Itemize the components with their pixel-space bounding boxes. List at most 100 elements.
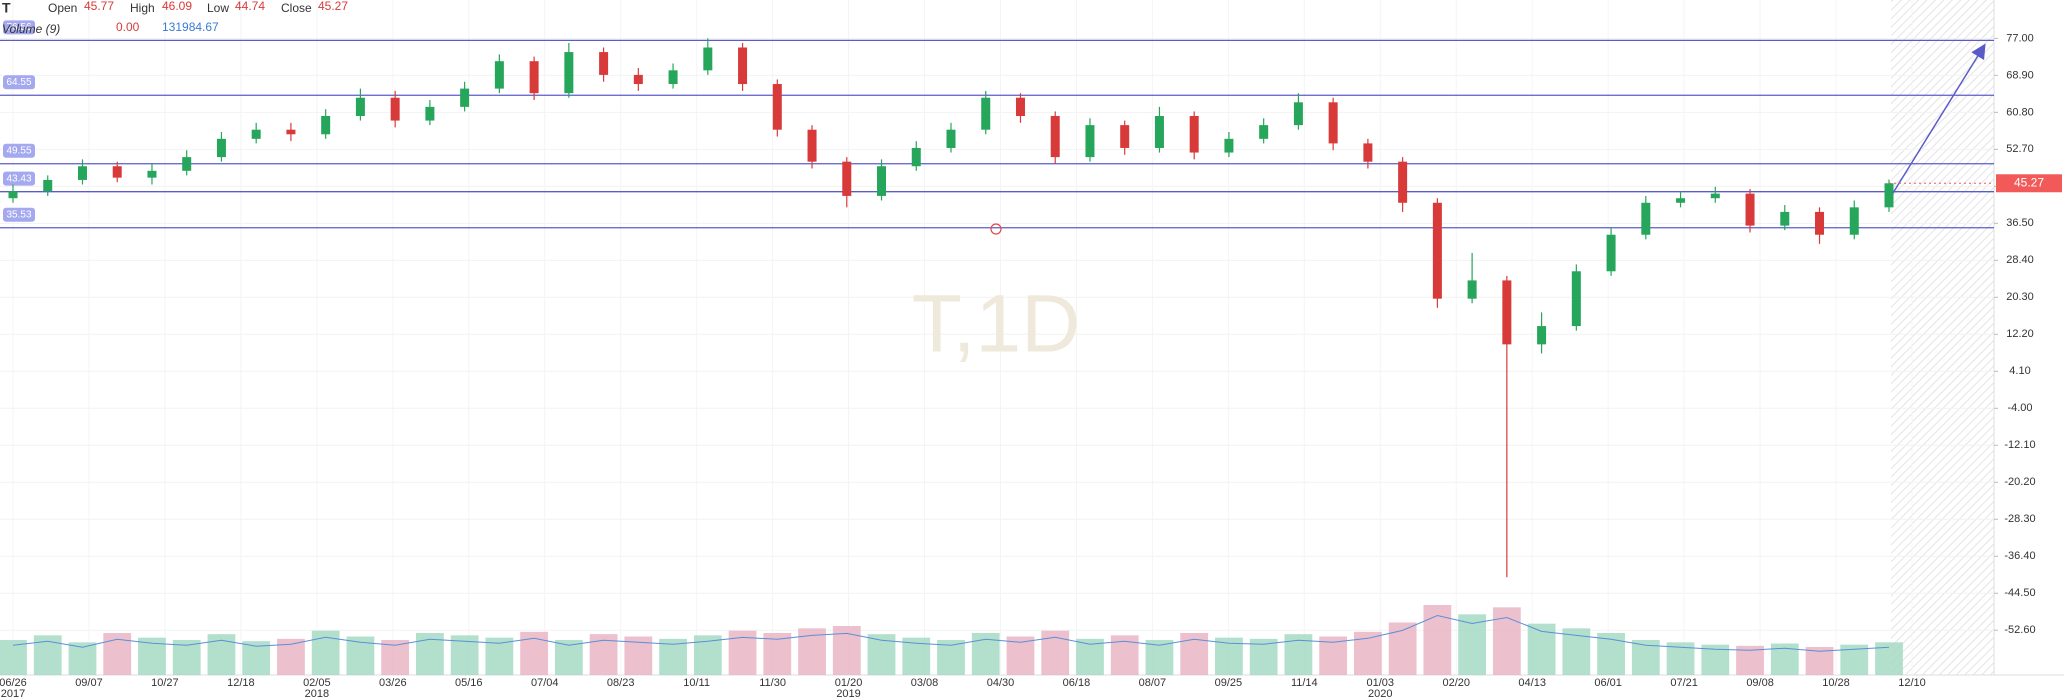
candle-body [981, 97, 991, 130]
x-tick-label: 09/08 [1746, 677, 1774, 689]
y-tick-label: 28.40 [2006, 254, 2034, 266]
volume-bar [1076, 638, 1104, 675]
y-tick-label: -20.20 [2004, 476, 2035, 488]
candle-body [1884, 183, 1894, 208]
candle-body [1606, 234, 1616, 272]
volume-label: Volume (9) [2, 22, 60, 36]
volume-bar [1458, 614, 1487, 675]
x-tick-label: 02/20 [1442, 677, 1470, 689]
x-tick-label: 10/27 [151, 677, 179, 689]
low-value: 44.74 [235, 0, 265, 13]
level-label: 64.55 [6, 77, 31, 88]
y-tick-label: -12.10 [2004, 439, 2035, 451]
symbol: T [2, 0, 11, 16]
candles [8, 38, 1894, 578]
x-tick-label: 09/07 [75, 677, 103, 689]
candle-body [216, 138, 226, 158]
low-label: Low [207, 1, 229, 15]
candle-body [633, 74, 643, 85]
candle-body [494, 61, 504, 89]
volume-bar [172, 640, 201, 675]
close-value: 45.27 [318, 0, 348, 13]
x-year-label: 2019 [836, 688, 860, 700]
candle-body [529, 61, 539, 94]
candle-body [1710, 193, 1720, 199]
x-tick-label: 04/30 [987, 677, 1015, 689]
candle-body [772, 84, 782, 130]
volume-ma: 131984.67 [162, 20, 219, 34]
x-year-label: 2020 [1368, 688, 1392, 700]
candle-body [1641, 202, 1651, 235]
candle-body [1120, 125, 1130, 148]
candle-body [1328, 102, 1338, 144]
levels: 76.56 64.55 49.55 43.43 35.53 [0, 20, 1994, 229]
x-tick-label: 03/08 [911, 677, 939, 689]
volume-pane [0, 605, 1903, 675]
x-tick-label: 06/18 [1063, 677, 1091, 689]
candle-body [1224, 138, 1234, 153]
candle-body [1363, 143, 1373, 162]
candle-body [425, 106, 435, 121]
candle-body [182, 157, 192, 171]
x-tick-label: 10/28 [1822, 677, 1850, 689]
y-tick-label: 20.30 [2006, 291, 2034, 303]
level-label: 49.55 [6, 145, 31, 156]
x-tick-label: 08/07 [1139, 677, 1167, 689]
candle-body [703, 47, 713, 71]
candle-body [946, 129, 956, 148]
candle-body [1259, 125, 1269, 139]
candle-body [147, 170, 157, 178]
candle-body [842, 161, 852, 196]
candle-body [668, 70, 678, 85]
watermark: T,1D [912, 279, 1081, 370]
trend-arrow [1892, 43, 1986, 194]
volume-bar [242, 641, 271, 675]
volume-bar [68, 642, 97, 675]
volume-ma-line [12, 614, 1890, 652]
candle-body [1085, 125, 1095, 158]
candle-body [355, 97, 365, 117]
candle-body [251, 129, 261, 139]
candle-body [1398, 161, 1408, 203]
level-label: 43.43 [6, 173, 31, 184]
level-label-box [3, 20, 35, 35]
volume-bar [554, 640, 583, 675]
candle-body [1780, 211, 1790, 226]
candle-body [1815, 211, 1825, 235]
y-tick-label: 68.90 [2006, 69, 2034, 81]
close-label: Close [281, 1, 312, 15]
candle-body [8, 191, 18, 199]
candle-body [1502, 280, 1512, 345]
x-tick-label: 02/05 [303, 677, 331, 689]
candle-body [1745, 193, 1755, 226]
volume-bar [381, 640, 410, 675]
grid [0, 0, 1994, 675]
candle-body [1537, 326, 1547, 345]
y-tick-label: -28.30 [2004, 513, 2035, 525]
candle-body [911, 147, 921, 167]
volume-bar [520, 631, 549, 675]
future-area [1891, 0, 1994, 675]
x-tick-label: 08/23 [607, 677, 635, 689]
y-tick-label: -36.40 [2004, 550, 2035, 562]
x-tick-label: 03/26 [379, 677, 407, 689]
y-tick-label: 36.50 [2006, 217, 2034, 229]
y-tick-label: 60.80 [2006, 106, 2034, 118]
volume-bar [311, 630, 340, 675]
x-tick-label: 07/21 [1670, 677, 1698, 689]
volume-bar [1249, 638, 1278, 675]
candle-body [1189, 116, 1199, 153]
volume-bar [1145, 640, 1174, 675]
volume-bar [1423, 605, 1452, 675]
last-price-box [1996, 174, 2062, 193]
y-tick-label: -4.00 [2007, 402, 2032, 414]
header: T Open 45.77 High 46.09 Low 44.74 Close … [2, 0, 348, 36]
x-tick-label: 06/01 [1594, 677, 1622, 689]
x-tick-label: 05/16 [455, 677, 483, 689]
volume-bar [937, 640, 965, 675]
candle-body [738, 47, 748, 85]
level-label: 35.53 [6, 209, 31, 220]
last-price-label: 45.27 [2014, 175, 2044, 189]
x-tick-label: 01/20 [835, 677, 863, 689]
